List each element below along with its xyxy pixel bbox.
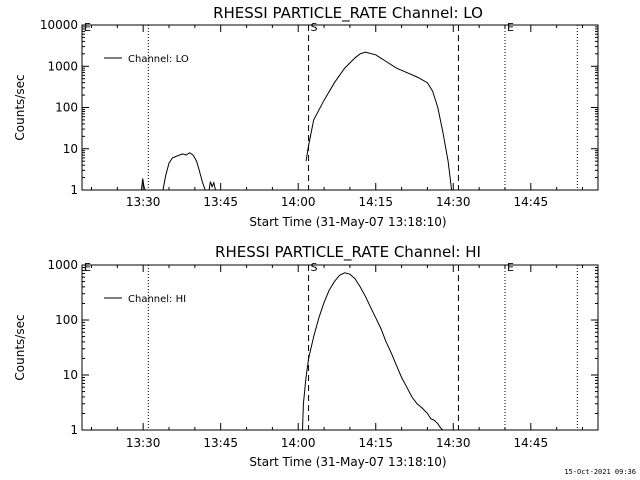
chart-title: RHESSI PARTICLE_RATE Channel: LO <box>213 4 483 23</box>
x-tick-label: 14:45 <box>514 195 549 209</box>
y-tick-label: 100 <box>55 101 78 115</box>
y-tick-label: 1 <box>70 423 78 437</box>
y-tick-label: 10000 <box>40 18 78 32</box>
x-axis-label: Start Time (31-May-07 13:18:10) <box>249 215 446 229</box>
x-tick-label: 13:45 <box>203 436 238 450</box>
x-tick-label: 14:30 <box>436 436 471 450</box>
marker-label: S <box>311 261 318 274</box>
y-tick-label: 10 <box>63 142 78 156</box>
y-axis-label: Counts/sec <box>13 74 27 140</box>
y-tick-label: 1000 <box>47 59 78 73</box>
legend-label: Channel: HI <box>128 294 186 305</box>
legend-label: Channel: LO <box>128 54 189 65</box>
rate-curve <box>162 152 206 191</box>
y-tick-label: 1 <box>70 183 78 197</box>
rate-curve <box>208 181 216 191</box>
y-tick-label: 100 <box>55 313 78 327</box>
x-tick-label: 14:15 <box>358 436 393 450</box>
marker-label: E <box>507 21 514 34</box>
x-tick-label: 14:30 <box>436 195 471 209</box>
x-tick-label: 13:45 <box>203 195 238 209</box>
x-axis-label: Start Time (31-May-07 13:18:10) <box>249 455 446 469</box>
y-tick-label: 1000 <box>47 258 78 272</box>
chart-title: RHESSI PARTICLE_RATE Channel: HI <box>215 243 481 262</box>
marker-label: E <box>84 261 91 274</box>
marker-label: E <box>84 21 91 34</box>
x-tick-label: 14:45 <box>514 436 549 450</box>
x-tick-label: 14:15 <box>358 195 393 209</box>
x-tick-label: 14:00 <box>281 436 316 450</box>
hi-channel-panel: RHESSI PARTICLE_RATE Channel: HI 1 10 100 10… <box>13 243 599 469</box>
date-stamp: 15-Oct-2021 09:36 <box>564 468 636 476</box>
marker-label: E <box>507 261 514 274</box>
lo-channel-panel: RHESSI PARTICLE_RATE Channel: LO 1 10 100 10… <box>13 4 599 229</box>
rate-curve <box>302 272 444 431</box>
y-axis-label: Counts/sec <box>13 314 27 380</box>
x-tick-label: 13:30 <box>126 195 161 209</box>
x-tick-label: 14:00 <box>281 195 316 209</box>
rate-curve <box>140 178 146 191</box>
plot-frame <box>81 24 599 191</box>
plot-frame <box>81 264 599 431</box>
rate-curve <box>305 51 453 191</box>
marker-label: S <box>311 21 318 34</box>
x-tick-label: 13:30 <box>126 436 161 450</box>
y-tick-label: 10 <box>63 368 78 382</box>
